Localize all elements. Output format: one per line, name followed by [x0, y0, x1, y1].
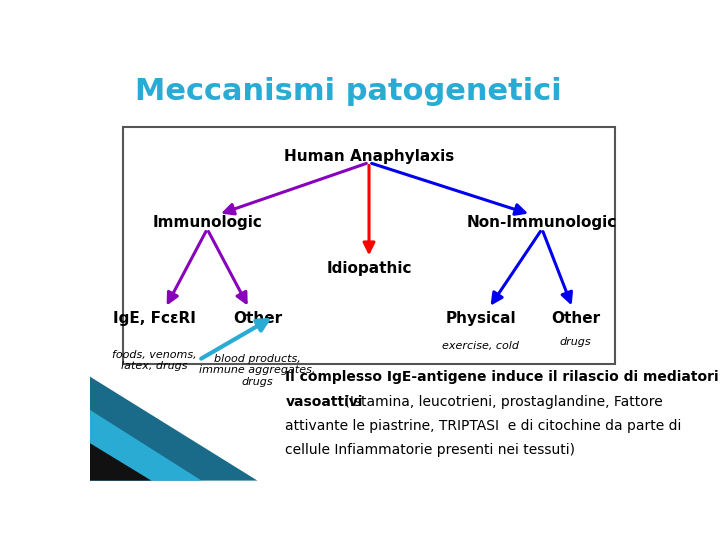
- Polygon shape: [90, 377, 258, 481]
- Text: cellule Infiammatorie presenti nei tessuti): cellule Infiammatorie presenti nei tessu…: [285, 443, 575, 457]
- FancyBboxPatch shape: [124, 127, 615, 364]
- Text: drugs: drugs: [559, 337, 591, 347]
- Text: Non-Immunologic: Non-Immunologic: [467, 215, 617, 230]
- Text: blood products,
immune aggregates,
drugs: blood products, immune aggregates, drugs: [199, 354, 315, 387]
- Text: vasoattivi: vasoattivi: [285, 395, 363, 409]
- Text: exercise, cold: exercise, cold: [442, 341, 519, 352]
- Polygon shape: [90, 410, 202, 481]
- Text: Other: Other: [551, 311, 600, 326]
- Text: Human Anaphylaxis: Human Anaphylaxis: [284, 149, 454, 164]
- Text: Other: Other: [233, 311, 282, 326]
- Text: Physical: Physical: [445, 311, 516, 326]
- Text: Meccanismi patogenetici: Meccanismi patogenetici: [135, 77, 562, 106]
- Text: Il complesso IgE-antigene induce il rilascio di mediatori: Il complesso IgE-antigene induce il rila…: [285, 370, 719, 384]
- Text: (Istamina, leucotrieni, prostaglandine, Fattore: (Istamina, leucotrieni, prostaglandine, …: [340, 395, 662, 409]
- Text: attivante le piastrine, TRIPTASI  e di citochine da parte di: attivante le piastrine, TRIPTASI e di ci…: [285, 418, 682, 433]
- Text: IgE, FcεRI: IgE, FcεRI: [113, 311, 196, 326]
- Text: Immunologic: Immunologic: [152, 215, 262, 230]
- Polygon shape: [90, 443, 151, 481]
- Text: Idiopathic: Idiopathic: [326, 261, 412, 276]
- Text: foods, venoms,
latex, drugs: foods, venoms, latex, drugs: [112, 349, 197, 371]
